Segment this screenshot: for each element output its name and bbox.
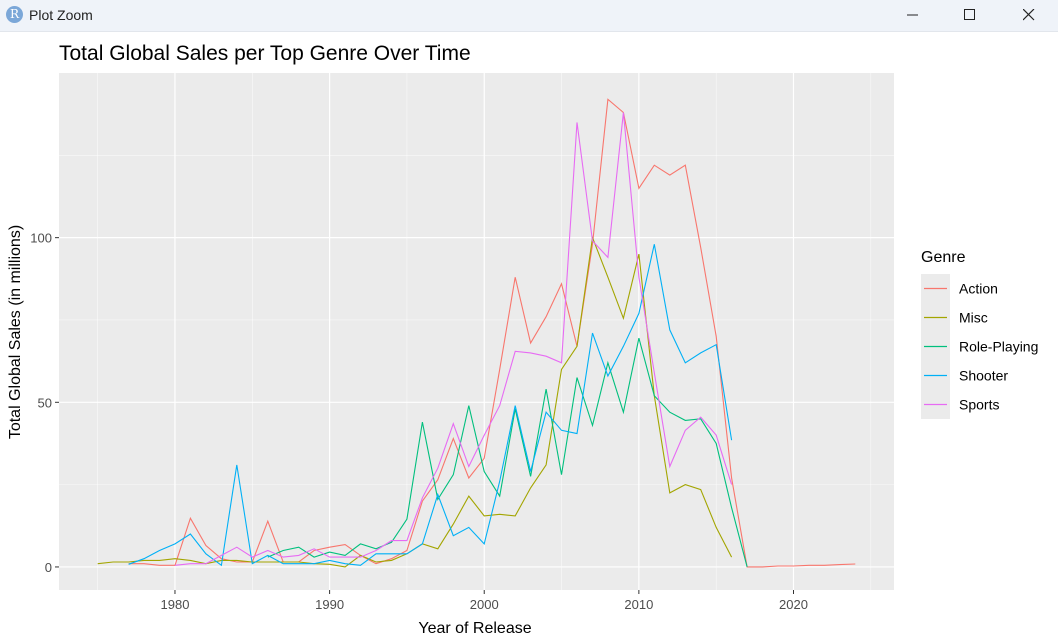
legend-label-misc: Misc [959, 310, 988, 326]
x-axis-label: Year of Release [418, 620, 531, 637]
window-titlebar: R Plot Zoom [0, 0, 1058, 32]
plot-panel [59, 73, 894, 590]
minimize-icon [907, 14, 918, 16]
y-axis-label: Total Global Sales (in millions) [7, 225, 24, 439]
legend-label-shooter: Shooter [959, 368, 1008, 384]
legend-label-action: Action [959, 281, 998, 297]
legend-title: Genre [921, 249, 966, 266]
y-tick-label: 0 [45, 560, 52, 575]
x-tick-label: 1990 [315, 597, 344, 612]
axes: 1980 1990 2000 2010 2020 0 50 100 [30, 231, 808, 612]
minimize-button[interactable] [890, 0, 936, 31]
panel-background [59, 73, 894, 590]
y-tick-label: 100 [30, 231, 52, 246]
r-app-icon: R [6, 6, 23, 23]
legend-label-sports: Sports [959, 397, 999, 413]
window-title: Plot Zoom [29, 7, 93, 23]
close-button[interactable] [1006, 0, 1052, 31]
maximize-button[interactable] [947, 0, 993, 31]
x-tick-label: 2000 [470, 597, 499, 612]
maximize-icon [964, 9, 975, 20]
close-icon [1023, 9, 1035, 21]
series-line-role-playing [267, 337, 748, 568]
plot-area: Total Global Sales per Top Genre Over Ti… [7, 42, 1038, 637]
x-tick-label: 2010 [624, 597, 653, 612]
x-tick-label: 2020 [779, 597, 808, 612]
x-tick-label: 1980 [161, 597, 190, 612]
series-line-shooter [128, 244, 733, 567]
chart-title: Total Global Sales per Top Genre Over Ti… [59, 42, 471, 65]
series-line-sports [174, 112, 733, 566]
legend-label-role-playing: Role-Playing [959, 339, 1038, 355]
legend: Genre Action Misc Role-Playing Shooter Sport… [921, 249, 1038, 419]
y-tick-label: 50 [38, 395, 52, 410]
